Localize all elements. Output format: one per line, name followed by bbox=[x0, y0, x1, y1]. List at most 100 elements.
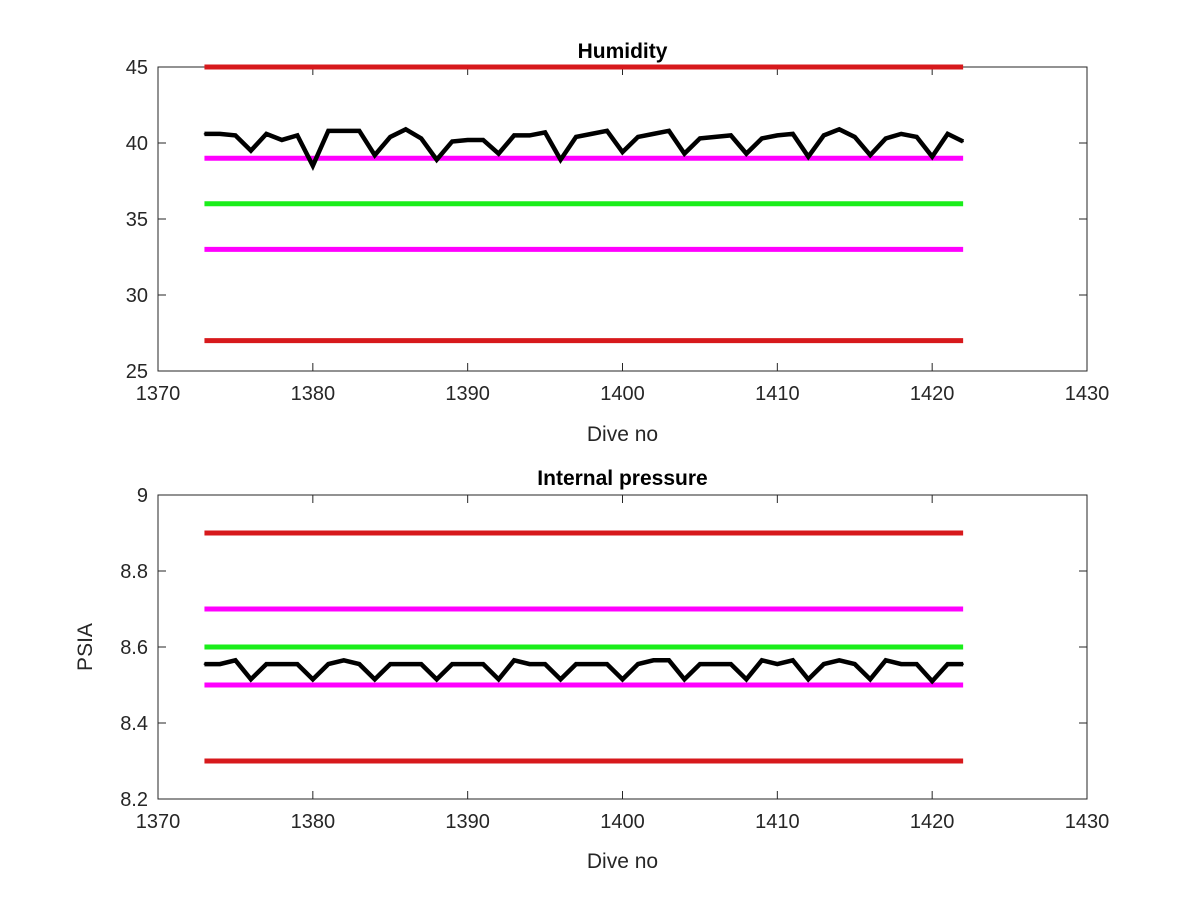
data-series-line bbox=[204, 126, 965, 172]
data-point bbox=[590, 133, 593, 135]
data-point bbox=[621, 151, 624, 153]
data-point bbox=[730, 663, 732, 665]
data-point bbox=[250, 678, 252, 681]
data-point bbox=[869, 678, 872, 681]
data-point bbox=[699, 137, 701, 140]
data-point bbox=[544, 131, 546, 134]
data-point bbox=[327, 663, 330, 665]
x-tick-label: 1420 bbox=[910, 811, 955, 833]
data-point bbox=[637, 136, 639, 138]
data-point bbox=[853, 136, 856, 138]
data-point bbox=[807, 678, 810, 681]
data-point bbox=[931, 680, 933, 682]
data-point bbox=[884, 137, 887, 140]
data-point bbox=[745, 152, 748, 155]
data-point bbox=[884, 659, 887, 662]
data-point bbox=[296, 663, 299, 665]
y-tick-label: 30 bbox=[126, 285, 148, 307]
data-point bbox=[250, 149, 252, 152]
data-point bbox=[219, 133, 221, 135]
data-point bbox=[265, 133, 268, 135]
data-point bbox=[761, 659, 763, 662]
data-point bbox=[497, 152, 500, 155]
chart-title: Humidity bbox=[578, 40, 668, 63]
data-point bbox=[606, 130, 608, 132]
data-point bbox=[219, 663, 221, 665]
chart-title: Internal pressure bbox=[537, 467, 707, 490]
data-point bbox=[853, 663, 856, 665]
data-point bbox=[931, 155, 933, 158]
data-point bbox=[312, 678, 314, 681]
x-tick-label: 1410 bbox=[755, 383, 800, 405]
data-point bbox=[838, 128, 841, 131]
x-tick-label: 1390 bbox=[445, 383, 490, 405]
plot-area bbox=[157, 66, 1088, 372]
y-tick-label: 35 bbox=[126, 209, 148, 231]
data-point bbox=[900, 133, 902, 135]
data-point bbox=[373, 678, 376, 681]
data-point bbox=[714, 136, 717, 138]
data-point bbox=[389, 136, 392, 138]
x-tick-label: 1430 bbox=[1065, 811, 1110, 833]
data-point bbox=[761, 137, 763, 140]
data-point bbox=[946, 133, 949, 135]
data-point bbox=[513, 134, 515, 137]
data-point bbox=[730, 134, 732, 137]
y-axis-label: PSIA bbox=[74, 623, 97, 671]
data-point bbox=[343, 130, 345, 132]
data-point bbox=[451, 140, 453, 143]
data-point bbox=[203, 133, 206, 135]
data-series-line bbox=[204, 657, 964, 685]
data-point bbox=[265, 663, 268, 665]
data-point bbox=[838, 659, 841, 662]
data-point bbox=[373, 154, 376, 156]
data-point bbox=[389, 663, 392, 665]
data-point bbox=[234, 134, 237, 137]
x-tick-label: 1400 bbox=[600, 811, 645, 833]
data-point bbox=[466, 663, 469, 665]
data-point bbox=[404, 128, 407, 131]
x-tick-label: 1390 bbox=[445, 811, 490, 833]
data-point bbox=[513, 659, 515, 662]
x-tick-label: 1420 bbox=[910, 383, 955, 405]
y-tick-label: 8.6 bbox=[120, 637, 148, 659]
data-point bbox=[420, 663, 423, 665]
data-point bbox=[962, 140, 964, 143]
data-point bbox=[281, 139, 283, 141]
data-point bbox=[869, 154, 872, 156]
chart-panel-1: 1370 1380 1390 1400 1410 1420 1430 25 30 35 40 45 Hu… bbox=[126, 40, 1110, 446]
data-point bbox=[792, 659, 794, 662]
data-point bbox=[915, 663, 918, 665]
x-tick-label: 1410 bbox=[755, 811, 800, 833]
data-point bbox=[358, 130, 361, 132]
data-point bbox=[528, 663, 531, 665]
y-tick-label: 8.4 bbox=[120, 713, 148, 735]
x-tick-label: 1380 bbox=[291, 811, 336, 833]
data-point bbox=[668, 130, 670, 132]
data-point bbox=[652, 133, 655, 135]
data-point bbox=[575, 663, 577, 665]
data-point bbox=[590, 663, 593, 665]
y-tick-label: 9 bbox=[137, 485, 148, 507]
data-point bbox=[822, 663, 825, 665]
data-point bbox=[652, 659, 655, 662]
data-point bbox=[683, 678, 686, 681]
data-point bbox=[358, 663, 361, 665]
x-tick-label: 1370 bbox=[136, 383, 181, 405]
data-point bbox=[203, 663, 206, 665]
data-point bbox=[343, 659, 345, 662]
data-point bbox=[822, 134, 825, 137]
data-point bbox=[497, 678, 500, 681]
data-point bbox=[234, 659, 237, 662]
data-point bbox=[668, 659, 670, 662]
data-point bbox=[281, 663, 283, 665]
data-point bbox=[962, 663, 964, 665]
y-tick-label: 25 bbox=[126, 361, 148, 383]
x-axis-label: Dive no bbox=[587, 850, 658, 873]
data-point bbox=[466, 139, 469, 141]
data-point bbox=[807, 155, 810, 158]
data-point bbox=[915, 136, 918, 138]
y-tick-label: 8.8 bbox=[120, 561, 148, 583]
y-tick-label: 45 bbox=[126, 57, 148, 79]
data-point bbox=[544, 663, 546, 665]
